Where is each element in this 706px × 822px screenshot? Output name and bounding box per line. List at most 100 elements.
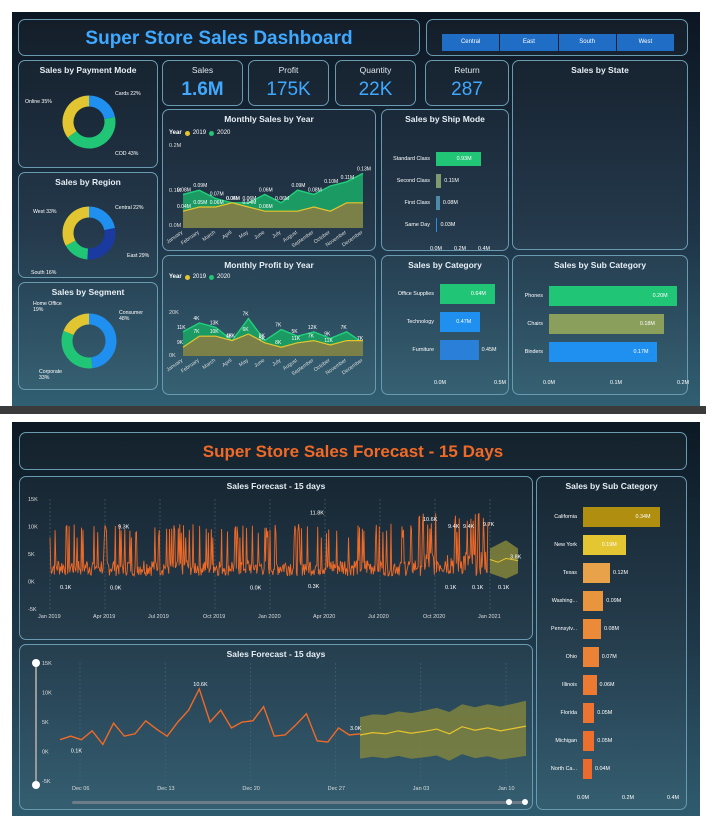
- bar-value-label: 0.11M: [444, 178, 459, 184]
- bar[interactable]: [583, 619, 601, 639]
- bar-category-label: North Ca...: [550, 766, 577, 772]
- data-label: 0.3K: [308, 584, 320, 590]
- bar[interactable]: [436, 196, 440, 210]
- x-tick-label: Jul 2020: [368, 614, 389, 620]
- legend-2019: 2019: [192, 130, 207, 136]
- card-title: Sales by Ship Mode: [405, 114, 485, 124]
- donut-slice: [88, 313, 117, 369]
- bar[interactable]: [583, 535, 626, 555]
- region-slicer-card: Central East South West: [426, 19, 688, 56]
- sales-by-state-card: Sales by State: [512, 60, 688, 250]
- bar-value-label: 0.17M: [633, 349, 649, 355]
- slider-handle-top[interactable]: [32, 659, 40, 667]
- region-button-east[interactable]: East: [500, 34, 558, 51]
- card-title: Sales by Payment Mode: [39, 65, 137, 75]
- data-label: 0.08M: [177, 187, 191, 193]
- month-label: March: [202, 230, 217, 243]
- bar-value-label: 0.06M: [599, 682, 615, 688]
- data-label: 0.0K: [110, 586, 122, 592]
- x-axis-tick: 0.0M: [577, 795, 589, 801]
- dashboard-title: Super Store Sales Dashboard: [85, 28, 353, 49]
- data-label: 5K: [259, 336, 266, 342]
- y-tick-label: 20K: [169, 310, 179, 316]
- bar[interactable]: [436, 174, 442, 188]
- bar-value-label: 0.45M: [481, 347, 497, 353]
- y-tick-label: 5K: [28, 552, 35, 558]
- line-2020: [182, 317, 364, 344]
- month-label: April: [221, 230, 233, 241]
- slider-handle-bottom[interactable]: [32, 781, 40, 789]
- donut-label: COD 43%: [115, 151, 139, 157]
- line-2019: [182, 202, 363, 212]
- bar[interactable]: [436, 152, 481, 166]
- kpi-label: Return: [454, 65, 480, 75]
- data-label: 10.6K: [423, 517, 438, 523]
- y-tick-label: -5K: [28, 607, 37, 613]
- bar[interactable]: [583, 675, 597, 695]
- y-tick-label: 15K: [42, 661, 52, 667]
- kpi-label: Profit: [278, 65, 299, 75]
- donut-label: East 29%: [127, 253, 150, 259]
- forecast-title: Super Store Sales Forecast - 15 Days: [202, 442, 504, 461]
- donut-slice: [87, 228, 116, 260]
- region-button-south[interactable]: South: [558, 34, 616, 51]
- data-label: 0.13M: [357, 166, 371, 172]
- bar[interactable]: [440, 284, 495, 304]
- bar[interactable]: [583, 507, 660, 527]
- region-button-central[interactable]: Central: [442, 34, 500, 51]
- data-label: 9.4K: [448, 524, 460, 530]
- bar-value-label: 0.05M: [597, 738, 613, 744]
- scroll-handle-right[interactable]: [522, 799, 528, 805]
- page-separator: [0, 406, 706, 414]
- bar[interactable]: [583, 563, 610, 583]
- data-label: 4K: [226, 334, 233, 340]
- x-tick-label: Dec 20: [242, 786, 259, 792]
- bar[interactable]: [583, 591, 604, 611]
- bar-value-label: 0.93M: [456, 156, 472, 162]
- bar[interactable]: [583, 731, 595, 751]
- sales-series: [49, 513, 490, 578]
- bar[interactable]: [436, 218, 438, 232]
- bar-category-label: Chairs: [527, 321, 543, 327]
- bar[interactable]: [549, 342, 658, 362]
- bar-category-label: Phones: [524, 293, 543, 299]
- legend-2020: 2020: [217, 274, 231, 280]
- bar-category-label: Office Supplies: [397, 291, 434, 297]
- bar[interactable]: [440, 340, 479, 360]
- donut-label: Cards 22%: [115, 91, 141, 97]
- payment-mode-card: Sales by Payment Mode Cards 22% COD 43% …: [18, 60, 158, 168]
- vertical-range-slider[interactable]: [32, 659, 40, 789]
- bar[interactable]: [549, 286, 677, 306]
- legend-dot-2020: [209, 130, 215, 136]
- x-axis-tick: 0.2M: [677, 380, 689, 386]
- x-tick-label: Dec 06: [72, 786, 89, 792]
- bar[interactable]: [583, 759, 592, 779]
- x-axis-tick: 0.2M: [622, 795, 634, 801]
- bar[interactable]: [549, 314, 664, 334]
- forecast-title-card: Super Store Sales Forecast - 15 Days: [19, 432, 687, 470]
- actual-series: [59, 687, 361, 746]
- data-label: 7K: [308, 334, 315, 340]
- subcategory-card: Sales by Sub Category Phones 0.20M Chairs 0…: [512, 255, 689, 395]
- month-label: March: [202, 358, 217, 371]
- bar-value-label: 0.64M: [470, 291, 486, 297]
- bar[interactable]: [440, 312, 481, 332]
- forecast-chart-2-card: Sales Forecast - 15 days 15K 10K 5K 0K -5K De…: [19, 644, 533, 810]
- monthly-sales-card: Monthly Sales by Year Year 2019 2020 0.2…: [162, 109, 376, 251]
- bar[interactable]: [583, 703, 595, 723]
- donut-label: Corporate 33%: [39, 369, 63, 381]
- data-label: 0.05M: [193, 200, 207, 206]
- scroll-handle-left[interactable]: [506, 799, 512, 805]
- bar-value-label: 0.08M: [442, 200, 458, 206]
- x-tick-label: Dec 13: [157, 786, 174, 792]
- bar[interactable]: [583, 647, 599, 667]
- kpi-profit-value: 175K: [266, 79, 311, 100]
- horizontal-scrollbar[interactable]: [72, 799, 528, 805]
- kpi-profit-card: Profit 175K: [248, 60, 329, 106]
- bar-value-label: 0.03M: [440, 222, 456, 228]
- x-tick-label: Jan 2019: [38, 614, 61, 620]
- region-button-west[interactable]: West: [616, 34, 674, 51]
- y-tick-label: 0.2M: [169, 143, 182, 149]
